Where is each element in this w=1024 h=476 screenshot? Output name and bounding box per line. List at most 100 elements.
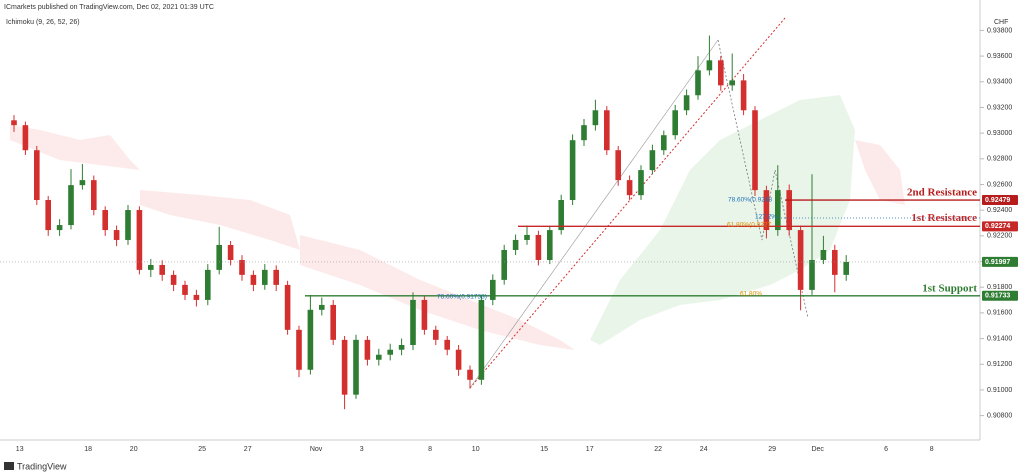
fib-label: 61.80%(0.9227 [727,222,771,229]
candle-body [740,80,747,111]
candle-body [604,110,610,151]
candle-body [170,274,177,285]
candle-body [695,70,701,96]
x-tick-label: 8 [930,446,934,453]
candle-body [341,339,348,395]
level-tag-label: 0.92274 [985,223,1010,230]
x-tick-label: 25 [198,446,206,453]
candle-body [296,329,302,370]
x-tick-label: Dec [811,446,824,453]
candle-body [683,95,690,111]
candle-body [455,349,462,370]
candle-body [148,264,154,270]
candle-body [832,249,838,275]
candle-body [490,279,496,300]
candle-body [125,210,131,240]
x-tick-label: 3 [360,446,364,453]
level-tag-label: 0.91733 [985,293,1010,300]
candle-body [775,190,781,231]
y-tick-label: 0.93600 [987,53,1012,60]
candle-body [410,299,416,345]
candle-body [79,180,86,186]
candle-body [376,354,382,360]
candle-body [433,329,439,340]
y-tick-label: 0.91000 [987,387,1012,394]
candle-body [524,234,530,240]
candle-body [661,135,667,151]
x-tick-label: 22 [654,446,662,453]
level-annotation: 2nd Resistance [907,187,977,199]
y-tick-label: 0.93200 [987,104,1012,111]
y-tick-label: 0.93800 [987,27,1012,34]
candle-body [113,230,120,240]
brand-text: TradingView [17,461,67,471]
x-tick-label: 10 [472,446,480,453]
candle-body [547,230,553,260]
candle-body [273,269,279,285]
candle-body [569,140,576,201]
y-tick-label: 0.92400 [987,207,1012,214]
candle-body [262,269,268,285]
candle-body [638,170,644,196]
y-tick-label: 0.91600 [987,310,1012,317]
y-tick-label: 0.92600 [987,181,1012,188]
x-tick-label: 27 [244,446,252,453]
candle-body [34,150,40,201]
level-tag-label: 0.92479 [985,197,1010,204]
candle-body [159,264,165,275]
level-annotation: 1st Resistance [911,212,977,224]
candle-body [136,210,143,270]
candle-body [467,369,473,380]
candle-body [364,339,371,360]
candle-body [182,284,188,295]
candle-body [22,125,29,151]
candle-body [56,225,63,231]
x-tick-label: Nov [310,446,323,453]
candle-body [592,110,599,126]
level-tag [982,221,1018,232]
candle-body [672,110,678,136]
brand: TradingView [4,461,67,471]
candle-body [626,180,633,196]
candle-body [216,244,222,270]
y-tick-label: 0.92800 [987,156,1012,163]
candle-body [843,261,849,275]
candle-body [250,274,257,285]
candle-body [512,239,519,250]
candle-body [444,339,450,350]
fib-label: 78.60%(0.9248 [728,197,772,204]
indicator-label: Ichimoku (9, 26, 52, 26) [6,19,80,26]
x-tick-label: 15 [540,446,548,453]
y-tick-label: 0.91400 [987,335,1012,342]
candle-body [558,200,564,231]
y-tick-label: 0.93000 [987,130,1012,137]
candle-body [797,230,804,290]
candle-body [205,269,211,300]
candle-body [820,249,827,260]
candle-body [68,185,74,226]
fib-label: 61.80% [740,291,762,298]
candle-body [421,299,428,330]
candle-body [581,125,587,141]
candle-body [501,249,507,280]
candle-body [239,259,245,275]
candle-body [387,349,393,355]
candle-body [284,284,291,330]
candle-body [718,60,724,86]
x-tick-label: 8 [428,446,432,453]
x-tick-label: 20 [130,446,138,453]
candle-body [706,60,713,71]
candle-body [353,339,359,395]
y-tick-label: 0.93400 [987,79,1012,86]
publisher: ICmarkets published on TradingView.com, … [4,4,214,11]
candle-body [102,210,108,231]
candle-body [535,234,542,260]
x-tick-label: 17 [586,446,594,453]
candle-body [763,190,770,231]
x-tick-label: 6 [884,446,888,453]
candle-body [307,309,314,370]
x-tick-label: 29 [768,446,776,453]
candle-body [193,294,200,300]
candle-body [91,180,97,211]
